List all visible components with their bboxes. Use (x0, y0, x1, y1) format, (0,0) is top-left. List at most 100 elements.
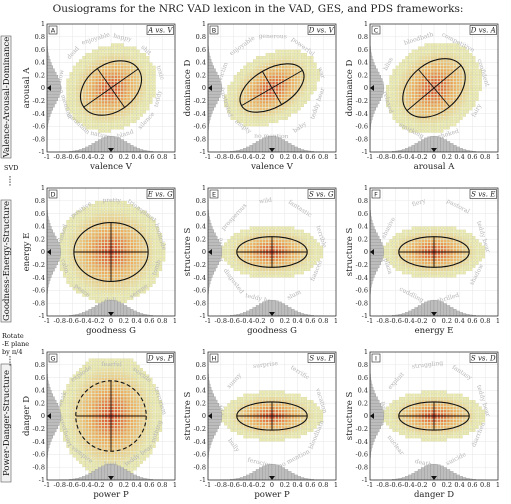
heatmap-cell (85, 252, 89, 256)
heatmap-cell (63, 422, 67, 426)
heatmap-cell (133, 46, 137, 50)
heatmap-cell (107, 435, 111, 439)
heatmap-cell (268, 78, 272, 82)
heatmap-cell (107, 274, 111, 278)
heatmap-cell (395, 97, 399, 101)
heatmap-cell (405, 94, 409, 98)
heatmap-cell (469, 104, 473, 108)
heatmap-cell (66, 422, 70, 426)
heatmap-cell (123, 213, 127, 217)
heatmap-cell (133, 207, 137, 211)
heatmap-cell (443, 116, 447, 120)
heatmap-cell (395, 258, 399, 262)
heatmap-cell (414, 49, 418, 53)
heatmap-cell (456, 88, 460, 92)
heatmap-cell (252, 62, 256, 66)
heatmap-cell (79, 78, 83, 82)
heatmap-cell (405, 268, 409, 272)
heatmap-cell (252, 116, 256, 120)
heatmap-cell (114, 384, 118, 388)
heatmap-cell (252, 242, 256, 246)
heatmap-cell (256, 268, 260, 272)
heatmap-cell (450, 242, 454, 246)
heatmap-cell (139, 97, 143, 101)
heatmap-cell (101, 412, 105, 416)
heatmap-cell (95, 441, 99, 445)
heatmap-cell (256, 107, 260, 111)
heatmap-cell (249, 113, 253, 117)
heatmap-cell (233, 248, 237, 252)
heatmap-cell (240, 72, 244, 76)
heatmap-cell (466, 97, 470, 101)
heatmap-cell (107, 100, 111, 104)
heatmap-cell (69, 110, 73, 114)
hist-bar-y (46, 107, 54, 111)
heatmap-cell (75, 255, 79, 259)
heatmap-cell (95, 248, 99, 252)
heatmap-cell (114, 393, 118, 397)
heatmap-cell (95, 49, 99, 53)
heatmap-cell (450, 255, 454, 259)
heatmap-cell (450, 107, 454, 111)
heatmap-cell (246, 91, 250, 95)
heatmap-cell (304, 52, 308, 56)
heatmap-cell (98, 428, 102, 432)
heatmap-cell (291, 49, 295, 53)
hist-bar-y (207, 71, 218, 76)
heatmap-cell (278, 226, 282, 230)
heatmap-cell (69, 91, 73, 95)
heatmap-cell (389, 75, 393, 79)
heatmap-cell (155, 236, 159, 240)
heatmap-cell (236, 81, 240, 85)
rotate-note-1: Rotate (2, 332, 24, 340)
heatmap-cell (133, 110, 137, 114)
marginal-histogram-y (369, 23, 385, 153)
heatmap-cell (79, 81, 83, 85)
heatmap-cell (386, 84, 390, 88)
heatmap-cell (430, 56, 434, 60)
heatmap-cell (291, 110, 295, 114)
heatmap-cell (139, 226, 143, 230)
heatmap-cell (427, 107, 431, 111)
heatmap-cell (120, 43, 124, 47)
heatmap-cell (143, 280, 147, 284)
heatmap-cell (79, 258, 83, 262)
heatmap-cell (98, 393, 102, 397)
hist-bar-x (130, 309, 134, 317)
heatmap-cell (72, 107, 76, 111)
heatmap-cell (91, 368, 95, 372)
heatmap-cell (120, 94, 124, 98)
heatmap-cell (450, 252, 454, 256)
heatmap-cell (143, 258, 147, 262)
heatmap-cell (230, 91, 234, 95)
heatmap-cell (450, 248, 454, 252)
heatmap-cell (136, 287, 140, 291)
heatmap-cell (389, 94, 393, 98)
heatmap-cell (414, 88, 418, 92)
heatmap-cell (143, 88, 147, 92)
heatmap-cell (85, 284, 89, 288)
heatmap-cell (233, 94, 237, 98)
heatmap-cell (240, 239, 244, 243)
heatmap-cell (130, 116, 134, 120)
heatmap-cell (252, 252, 256, 256)
heatmap-cell (104, 210, 108, 214)
heatmap-cell (91, 400, 95, 404)
heatmap-cell (450, 258, 454, 262)
heatmap-cell (143, 220, 147, 224)
heatmap-cell (95, 393, 99, 397)
heatmap-cell (162, 252, 166, 256)
heatmap-cell (227, 261, 231, 265)
heatmap-cell (98, 368, 102, 372)
heatmap-cell (101, 56, 105, 60)
heatmap-cell (143, 59, 147, 63)
heatmap-cell (459, 78, 463, 82)
heatmap-cell (414, 274, 418, 278)
heatmap-cell (430, 97, 434, 101)
heatmap-cell (475, 255, 479, 259)
panel-letter-box (48, 189, 58, 199)
heatmap-cell (136, 59, 140, 63)
heatmap-cell (82, 258, 86, 262)
heatmap-cell (459, 84, 463, 88)
heatmap-cell (95, 56, 99, 60)
